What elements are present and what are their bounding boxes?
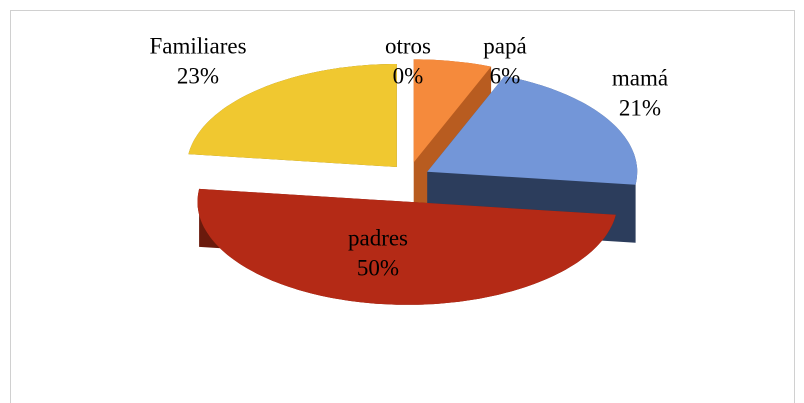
category-label: Familiares <box>149 33 246 58</box>
value-label: 21% <box>619 95 661 120</box>
category-label: mamá <box>612 65 668 90</box>
pie-tops <box>188 59 638 305</box>
value-label: 50% <box>357 255 399 280</box>
value-label: 23% <box>177 63 219 88</box>
slice <box>188 64 397 167</box>
value-label: 0% <box>393 63 424 88</box>
slice <box>197 188 616 305</box>
data-labels: papá 6% mamá 21% padres 50% Familiares 23% otros… <box>149 33 668 280</box>
category-label: otros <box>385 33 431 58</box>
category-label: papá <box>483 33 526 58</box>
value-label: 6% <box>490 63 521 88</box>
slice <box>413 59 492 163</box>
category-label: padres <box>348 225 408 250</box>
slice <box>427 76 638 185</box>
